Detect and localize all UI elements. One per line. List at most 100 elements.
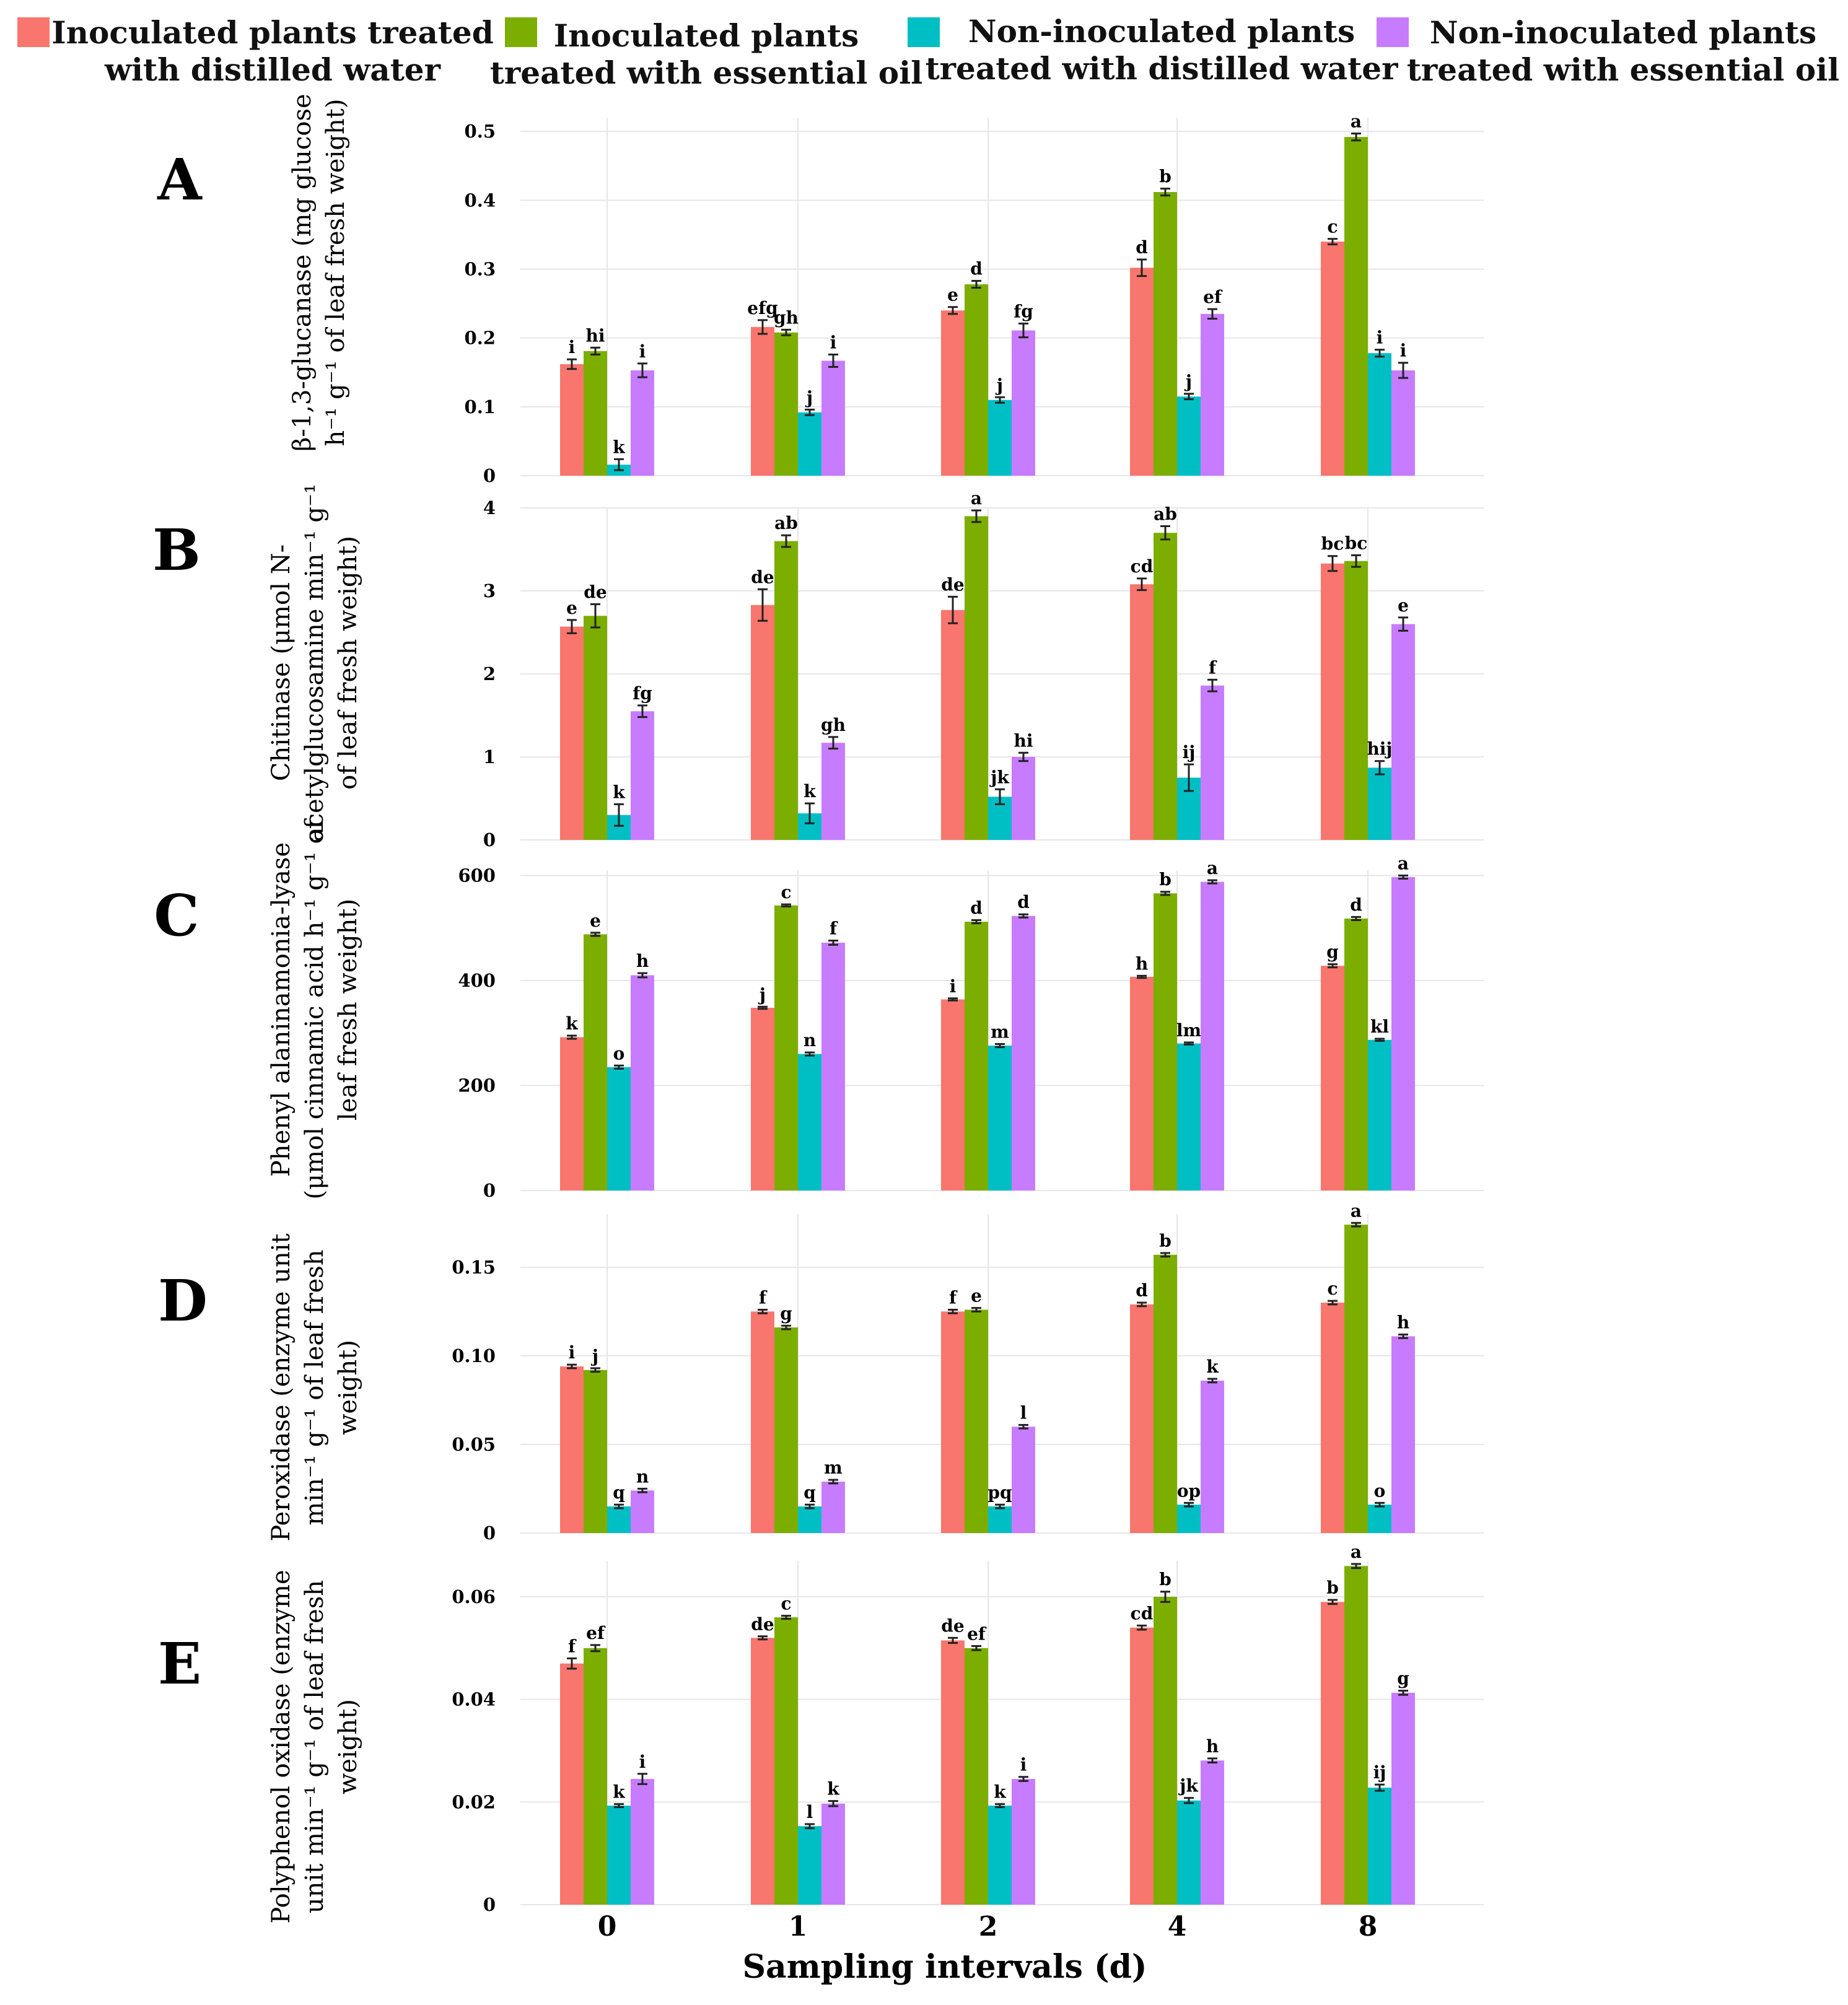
legend-label: Non-inoculated plants xyxy=(1430,14,1816,51)
significance-letter: k xyxy=(804,781,816,802)
significance-letter: k xyxy=(613,1782,625,1802)
significance-letter: e xyxy=(971,1286,982,1306)
significance-letter: a xyxy=(971,488,982,509)
bar xyxy=(560,1663,584,1905)
significance-letter: i xyxy=(950,976,957,997)
significance-letter: j xyxy=(1184,372,1192,392)
significance-letter: m xyxy=(991,1022,1009,1042)
y-tick-label: 0.3 xyxy=(465,259,496,280)
bar xyxy=(941,1640,965,1905)
error-bar xyxy=(995,1503,1005,1509)
bar xyxy=(1130,1304,1154,1533)
bar xyxy=(774,332,798,476)
error-bar xyxy=(781,534,791,548)
significance-letter: c xyxy=(1327,1278,1338,1299)
significance-letter: k xyxy=(827,1779,839,1799)
bar xyxy=(941,1311,965,1533)
error-bar xyxy=(948,306,958,315)
chart-panels: 0 0.1 0.2 0.3 0.4 0.5 A β-1,3-glucanase (mg glu… xyxy=(152,94,1484,1924)
significance-letter: h xyxy=(1206,1736,1219,1757)
bar xyxy=(1368,353,1391,476)
legend-label: Inoculated plants treated xyxy=(51,14,493,51)
bar xyxy=(941,609,965,840)
significance-letter: d xyxy=(1136,1280,1148,1301)
panel-letter: E xyxy=(158,1630,201,1697)
error-bar xyxy=(1351,1221,1361,1228)
significance-letter: lm xyxy=(1176,1020,1201,1041)
error-bar xyxy=(637,1773,647,1785)
legend-label: treated with essential oil xyxy=(1407,51,1839,88)
significance-letter: j xyxy=(590,1346,598,1366)
error-bar xyxy=(1375,1037,1385,1042)
y-axis-label: Phenyl alaninamonia-lyase (μmol cinnamic … xyxy=(267,818,362,1199)
error-bar xyxy=(971,279,981,289)
bar xyxy=(1321,563,1344,840)
error-bar xyxy=(758,1635,768,1641)
x-tick-label: 0 xyxy=(598,1911,617,1942)
y-axis-label-line: h⁻¹ g⁻¹ of leaf fresh weight) xyxy=(322,99,350,447)
error-bar xyxy=(567,1657,577,1670)
y-tick-label: 0.15 xyxy=(452,1257,496,1278)
error-bar xyxy=(1375,760,1385,775)
significance-letter: ij xyxy=(1373,1762,1386,1783)
error-bar xyxy=(637,704,647,719)
bar xyxy=(560,626,584,840)
error-bar xyxy=(567,1363,577,1369)
panel-e: 0 0.02 0.04 0.06 E Polyphenol oxidase (enzyme… xyxy=(158,1542,1484,1924)
error-bar xyxy=(948,997,958,1002)
error-bar xyxy=(590,1644,600,1653)
y-tick-label: 0.02 xyxy=(452,1791,496,1812)
significance-letter: gh xyxy=(821,715,846,735)
error-bar xyxy=(1328,1300,1338,1306)
significance-letter: bc xyxy=(1345,533,1368,553)
error-bar xyxy=(614,1503,624,1509)
significance-letter: kl xyxy=(1370,1016,1389,1037)
error-bar xyxy=(828,940,838,946)
bar xyxy=(965,516,988,840)
error-bar xyxy=(1184,393,1194,401)
y-tick-label: 0.05 xyxy=(452,1434,496,1455)
significance-letter: e xyxy=(566,598,577,618)
bar xyxy=(1344,1566,1368,1905)
error-bar xyxy=(995,396,1005,404)
bar xyxy=(821,1803,845,1905)
error-bar xyxy=(590,1367,600,1373)
bar xyxy=(1012,1779,1035,1905)
significance-letter: f xyxy=(568,1636,577,1656)
bar xyxy=(584,351,607,476)
y-axis-label-line: (μmol cinnamic acid h⁻¹ g⁻¹ of xyxy=(300,818,329,1199)
bar xyxy=(751,1638,774,1905)
bar xyxy=(988,1506,1012,1533)
significance-letter: c xyxy=(781,1594,791,1614)
bar xyxy=(1177,1800,1201,1905)
bar xyxy=(1012,757,1035,840)
bar xyxy=(631,1779,654,1905)
bar xyxy=(1368,1039,1391,1190)
error-bar xyxy=(758,588,768,622)
significance-letter: q xyxy=(804,1482,816,1503)
significance-letter: g xyxy=(780,1303,792,1324)
bar xyxy=(584,934,607,1190)
error-bar xyxy=(995,788,1005,805)
bar xyxy=(821,360,845,476)
y-axis-label: Peroxidase (enzyme unit min⁻¹ g⁻¹ of leaf… xyxy=(267,1233,362,1541)
error-bar xyxy=(948,1636,958,1645)
significance-letter: h xyxy=(1136,953,1148,974)
significance-letter: n xyxy=(804,1030,816,1051)
error-bar xyxy=(1137,1301,1147,1308)
bar xyxy=(798,1054,821,1190)
significance-letter: ef xyxy=(586,1623,606,1643)
error-bar xyxy=(637,972,647,979)
y-axis-label-line: min⁻¹ g⁻¹ of leaf fresh xyxy=(300,1249,329,1525)
panel-a: 0 0.1 0.2 0.3 0.4 0.5 A β-1,3-glucanase (mg glu… xyxy=(157,94,1484,486)
significance-letter: e xyxy=(1398,595,1409,616)
y-axis-label-line: weight) xyxy=(334,1340,362,1435)
error-bar xyxy=(805,408,815,416)
bar xyxy=(631,1490,654,1533)
error-bar xyxy=(637,1487,647,1493)
y-axis-label-line: of leaf fresh weight) xyxy=(334,536,362,790)
significance-letter: g xyxy=(1397,1669,1409,1689)
error-bar xyxy=(614,803,624,827)
y-axis-ticks: 0 200 400 600 xyxy=(458,865,496,1201)
